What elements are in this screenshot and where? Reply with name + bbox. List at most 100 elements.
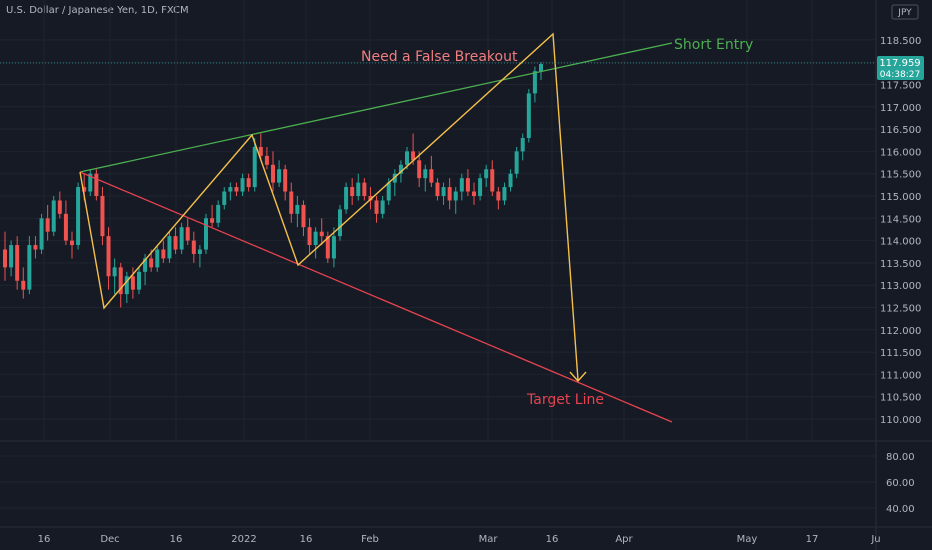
price-tick-label: 116.000 — [880, 147, 921, 158]
candle-body — [63, 213, 68, 241]
currency-badge-box[interactable] — [891, 4, 919, 20]
candle-body — [51, 200, 56, 232]
candle-body — [350, 187, 355, 196]
candle-body — [149, 258, 154, 268]
candle-body — [185, 227, 190, 241]
price-tick-label: 117.000 — [880, 103, 921, 114]
zigzag-pattern[interactable] — [79, 32, 579, 381]
chart-title: U.S. Dollar / Japanese Yen, 1D, FXCM — [6, 5, 189, 16]
price-tick-label: 112.500 — [880, 304, 921, 315]
candle-body — [532, 71, 537, 94]
indicator-axis: 40.00 60.00 80.00 — [886, 452, 915, 515]
candle-body — [27, 245, 32, 290]
candle-body — [423, 169, 428, 179]
candle-body — [289, 191, 294, 214]
candle-body — [106, 236, 111, 277]
candle-body — [70, 240, 74, 246]
time-tick-label: Dec — [100, 534, 119, 545]
candle-body — [155, 249, 160, 268]
candle-body — [264, 155, 269, 165]
price-tick-label: 116.500 — [880, 125, 921, 136]
candle-body — [490, 169, 495, 192]
candle-body — [100, 196, 105, 237]
candle-body — [173, 236, 178, 250]
candle-body — [277, 169, 282, 183]
candle-body — [441, 187, 446, 196]
candle-body — [130, 276, 135, 290]
price-tag-value: 117.959 — [879, 58, 920, 69]
time-tick-label: 2022 — [231, 534, 256, 545]
candle-body — [82, 187, 87, 192]
candle-body — [57, 200, 62, 214]
candle-body — [210, 218, 215, 223]
candle-body — [222, 191, 227, 205]
candle-body — [331, 236, 336, 259]
time-tick-label: Mar — [479, 534, 499, 545]
candle-body — [411, 151, 416, 161]
candle-body — [137, 271, 141, 290]
candle-body — [307, 227, 312, 246]
candle-body — [338, 209, 342, 237]
candle-body — [124, 276, 129, 295]
candle-body — [356, 182, 361, 196]
candle-body — [9, 245, 14, 268]
candle-body — [216, 204, 221, 223]
candle-body — [465, 178, 470, 192]
candle-body — [514, 151, 519, 174]
candle-body — [386, 182, 391, 201]
candle-body — [429, 169, 434, 183]
price-tick-label: 111.500 — [880, 348, 921, 359]
candle-body — [502, 187, 507, 201]
candle-body — [344, 187, 349, 210]
time-tick-label: Apr — [615, 534, 633, 545]
resistance-trendline[interactable] — [79, 42, 673, 173]
time-tick-label: 16 — [38, 534, 51, 545]
candle-body — [417, 160, 422, 179]
candle-body — [45, 218, 50, 232]
candle-body — [161, 249, 166, 259]
candle-body — [520, 138, 525, 152]
candle-body — [295, 204, 300, 214]
candle-body — [179, 227, 184, 250]
candle-body — [118, 267, 123, 295]
candle-body — [228, 187, 233, 192]
time-tick-label: 16 — [546, 534, 559, 545]
candle-body — [33, 245, 38, 250]
candle-body — [405, 151, 409, 165]
candle-body — [3, 249, 7, 268]
target-trendline[interactable] — [79, 171, 673, 423]
annotation-target-line: Target Line — [526, 392, 604, 408]
price-axis[interactable]: 110.000 110.500 111.000 111.500 112.000 112.5… — [880, 36, 921, 426]
candle-body — [76, 187, 81, 246]
annotation-short-entry: Short Entry — [674, 37, 753, 53]
time-tick-label: Feb — [361, 534, 379, 545]
price-tick-label: 114.500 — [880, 214, 921, 225]
price-tick-label: 111.000 — [880, 370, 921, 381]
time-tick-label: Ju — [870, 534, 880, 545]
time-tick-label: May — [737, 534, 758, 545]
price-tick-label: 110.500 — [880, 393, 921, 404]
grid — [0, 0, 876, 508]
candle-body — [380, 200, 385, 214]
candle-body — [459, 178, 464, 192]
candle-body — [453, 191, 458, 201]
price-tick-label: 113.500 — [880, 259, 921, 270]
price-tag-countdown: 04:38:27 — [880, 70, 920, 80]
candle-body — [88, 173, 93, 192]
candle-body — [539, 63, 543, 72]
candle-body — [21, 280, 26, 290]
candle-body — [240, 178, 245, 192]
candle-body — [258, 146, 263, 156]
candle-body — [283, 169, 288, 192]
time-axis[interactable]: 16 Dec 16 2022 16 Feb Mar 16 Apr May 17 Ju — [38, 534, 881, 545]
candle-body — [271, 164, 275, 183]
price-tag: 117.959 04:38:27 — [877, 56, 924, 80]
candle-body — [325, 236, 330, 259]
annotation-false-breakout: Need a False Breakout — [361, 49, 518, 65]
candle-body — [313, 231, 318, 246]
time-tick-label: 16 — [300, 534, 313, 545]
price-tag-box — [877, 56, 924, 80]
candle-body — [374, 200, 379, 214]
candle-body — [319, 231, 324, 237]
